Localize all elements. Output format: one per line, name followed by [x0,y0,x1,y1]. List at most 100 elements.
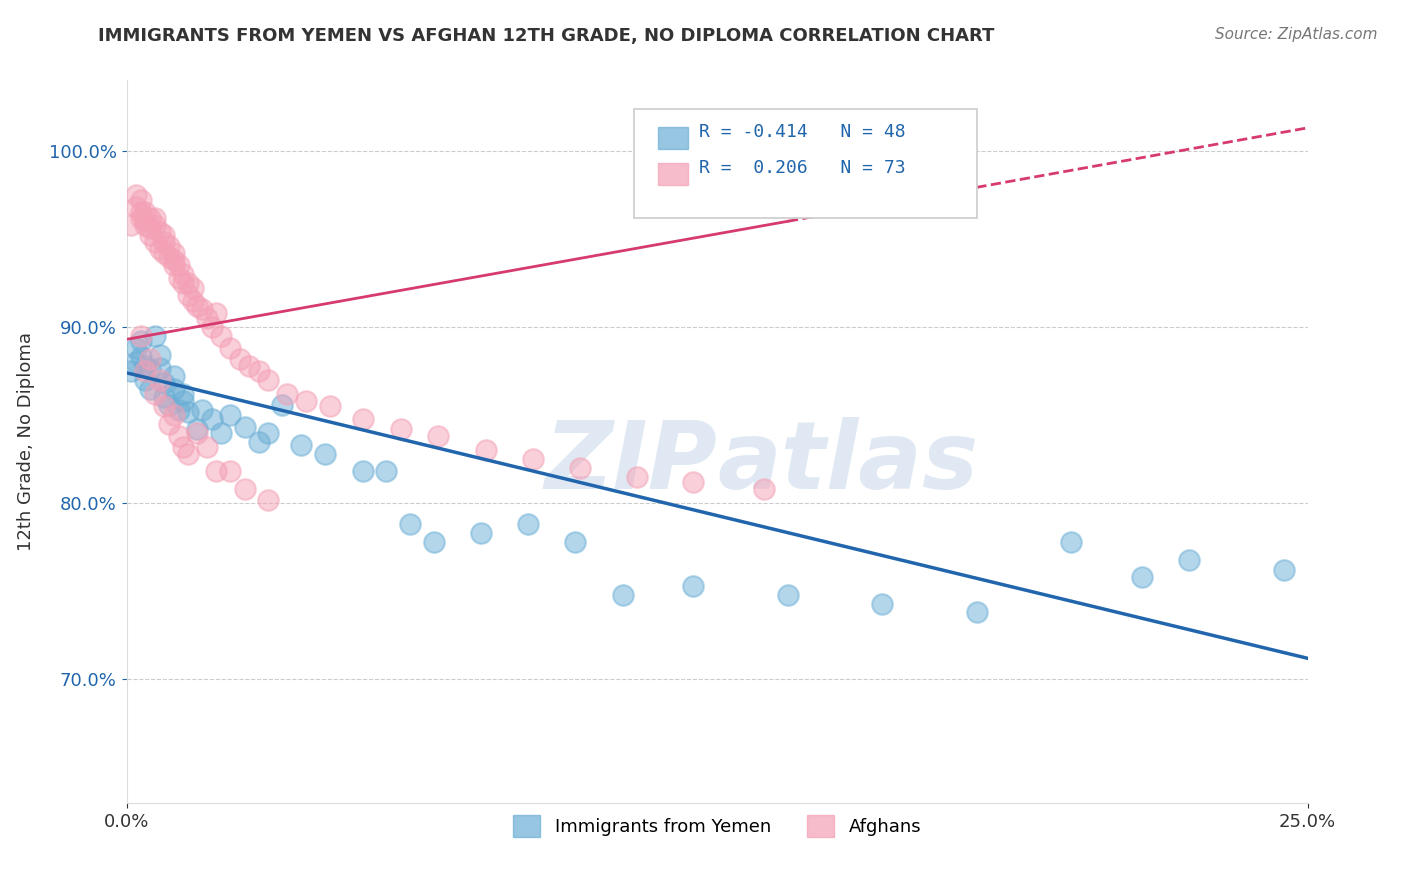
Point [427,429,450,443]
Point [134,359,156,373]
Point [157,417,180,431]
Point [157,250,180,264]
Point [134,364,156,378]
Point [219,408,242,422]
Point [186,425,208,440]
Point [470,526,492,541]
Point [626,470,648,484]
Point [200,411,222,425]
Point [181,293,204,308]
Point [134,214,156,228]
Point [163,246,186,260]
Text: Source: ZipAtlas.com: Source: ZipAtlas.com [1215,27,1378,42]
Point [177,447,200,461]
Point [139,382,162,396]
FancyBboxPatch shape [658,128,688,149]
Point [276,387,298,401]
Point [1272,563,1295,577]
Point [872,597,894,611]
Point [290,438,312,452]
Point [186,422,208,436]
Point [149,348,172,362]
Point [754,482,776,496]
Point [205,306,228,320]
Point [167,402,190,417]
Point [219,341,242,355]
Point [139,362,162,376]
Point [134,373,156,387]
Point [120,218,142,232]
Point [517,517,540,532]
Point [186,299,208,313]
Legend: Immigrants from Yemen, Afghans: Immigrants from Yemen, Afghans [506,808,928,845]
Point [318,399,340,413]
Y-axis label: 12th Grade, No Diploma: 12th Grade, No Diploma [17,332,35,551]
Text: R =  0.206   N = 73: R = 0.206 N = 73 [699,160,905,178]
Point [149,373,172,387]
Text: ZIP: ZIP [544,417,717,509]
Point [134,218,156,232]
Point [209,328,232,343]
Point [167,429,190,443]
Point [120,364,142,378]
Point [612,588,634,602]
Point [139,228,162,243]
Point [1130,570,1153,584]
Point [163,408,186,422]
Point [1060,535,1083,549]
Point [375,465,398,479]
Text: IMMIGRANTS FROM YEMEN VS AFGHAN 12TH GRADE, NO DIPLOMA CORRELATION CHART: IMMIGRANTS FROM YEMEN VS AFGHAN 12TH GRA… [98,27,995,45]
Point [153,391,176,405]
Point [195,440,218,454]
Point [966,606,988,620]
Point [209,425,232,440]
Point [229,351,252,366]
Point [129,193,152,207]
Point [139,221,162,235]
Point [167,270,190,285]
Point [181,281,204,295]
Point [153,228,176,243]
Point [163,369,186,384]
FancyBboxPatch shape [634,109,977,218]
Point [125,341,148,355]
Text: R = -0.414   N = 48: R = -0.414 N = 48 [699,123,905,141]
Point [143,387,166,401]
Point [125,355,148,369]
Point [149,243,172,257]
Point [295,394,318,409]
Point [569,461,592,475]
Point [682,579,704,593]
Point [143,218,166,232]
Point [172,267,194,281]
Point [233,420,256,434]
Point [522,452,544,467]
Point [143,211,166,225]
Point [238,359,260,373]
Point [129,334,152,348]
Point [399,517,422,532]
Point [143,235,166,250]
Point [177,288,200,302]
Point [191,402,214,417]
Point [139,211,162,225]
Point [257,492,280,507]
Point [200,320,222,334]
Point [172,387,194,401]
Point [564,535,586,549]
Point [195,311,218,326]
Point [352,411,374,425]
Point [129,205,152,219]
Point [172,276,194,290]
Point [163,258,186,272]
Point [205,465,228,479]
Point [776,588,799,602]
Point [157,239,180,253]
Point [149,225,172,239]
Point [177,276,200,290]
Point [474,443,496,458]
Point [153,235,176,250]
Point [191,302,214,317]
Point [163,253,186,268]
Point [1178,552,1201,566]
